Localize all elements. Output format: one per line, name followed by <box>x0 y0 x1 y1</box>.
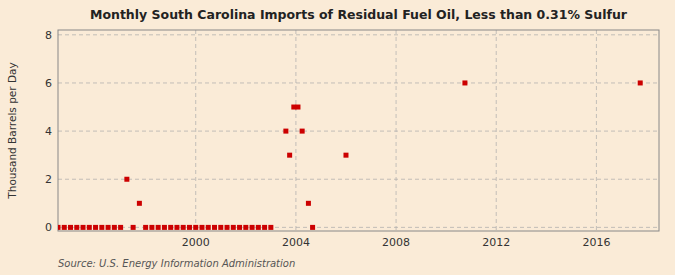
y-tick-label: 2 <box>45 173 52 186</box>
source-note: Source: U.S. Energy Information Administ… <box>58 258 295 269</box>
point <box>256 225 261 230</box>
point <box>181 225 186 230</box>
x-grid-line <box>596 30 597 231</box>
point <box>81 225 86 230</box>
point <box>199 225 204 230</box>
point <box>87 225 92 230</box>
chart: 0 2 4 6 8 2000 2004 2008 2012 2016 Monthly South C… <box>0 0 675 275</box>
point <box>262 225 267 230</box>
point <box>131 225 136 230</box>
y-grid-line <box>58 227 659 228</box>
x-tick-label: 2004 <box>282 236 310 249</box>
point <box>149 225 154 230</box>
y-tick-label: 8 <box>45 29 52 42</box>
points <box>58 80 643 229</box>
title: Monthly South Carolina Imports of Residu… <box>90 7 628 22</box>
point <box>137 201 142 206</box>
point <box>225 225 230 230</box>
grid <box>58 30 659 231</box>
background <box>0 0 675 275</box>
point <box>306 201 311 206</box>
point <box>106 225 111 230</box>
point <box>206 225 211 230</box>
x-tick-label: 2000 <box>182 236 210 249</box>
point <box>62 225 67 230</box>
point <box>162 225 167 230</box>
point <box>124 177 129 182</box>
point <box>174 225 179 230</box>
point <box>93 225 98 230</box>
x-grid-line <box>295 30 296 231</box>
plot-frame <box>58 30 659 231</box>
x-tick-label: 2012 <box>482 236 510 249</box>
y-grid-line <box>58 82 659 83</box>
point <box>287 153 292 158</box>
y-grid-line <box>58 131 659 132</box>
x-tick-label: 2008 <box>382 236 410 249</box>
point <box>268 225 273 230</box>
point <box>187 225 192 230</box>
point <box>68 225 73 230</box>
point <box>237 225 242 230</box>
x-tick-label: 2016 <box>582 236 610 249</box>
y-axis-label: Thousand Barrels per Day <box>6 62 18 199</box>
point <box>300 129 305 134</box>
point <box>295 105 300 110</box>
point <box>231 225 236 230</box>
point <box>193 225 198 230</box>
x-grid-line <box>396 30 397 231</box>
y-tick-label: 4 <box>45 125 52 138</box>
point <box>283 129 288 134</box>
point <box>99 225 104 230</box>
point <box>168 225 173 230</box>
point <box>462 80 467 85</box>
point <box>58 225 61 230</box>
y-tick-label: 0 <box>45 221 52 234</box>
point <box>74 225 79 230</box>
point <box>250 225 255 230</box>
point <box>156 225 161 230</box>
point <box>143 225 148 230</box>
point <box>212 225 217 230</box>
y-grid-line <box>58 179 659 180</box>
x-grid-line <box>496 30 497 231</box>
point <box>118 225 123 230</box>
point <box>112 225 117 230</box>
x-grid-line <box>195 30 196 231</box>
point <box>310 225 315 230</box>
point <box>343 153 348 158</box>
y-tick-label: 6 <box>45 77 52 90</box>
point <box>638 80 643 85</box>
y-grid-line <box>58 34 659 35</box>
point <box>243 225 248 230</box>
point <box>218 225 223 230</box>
